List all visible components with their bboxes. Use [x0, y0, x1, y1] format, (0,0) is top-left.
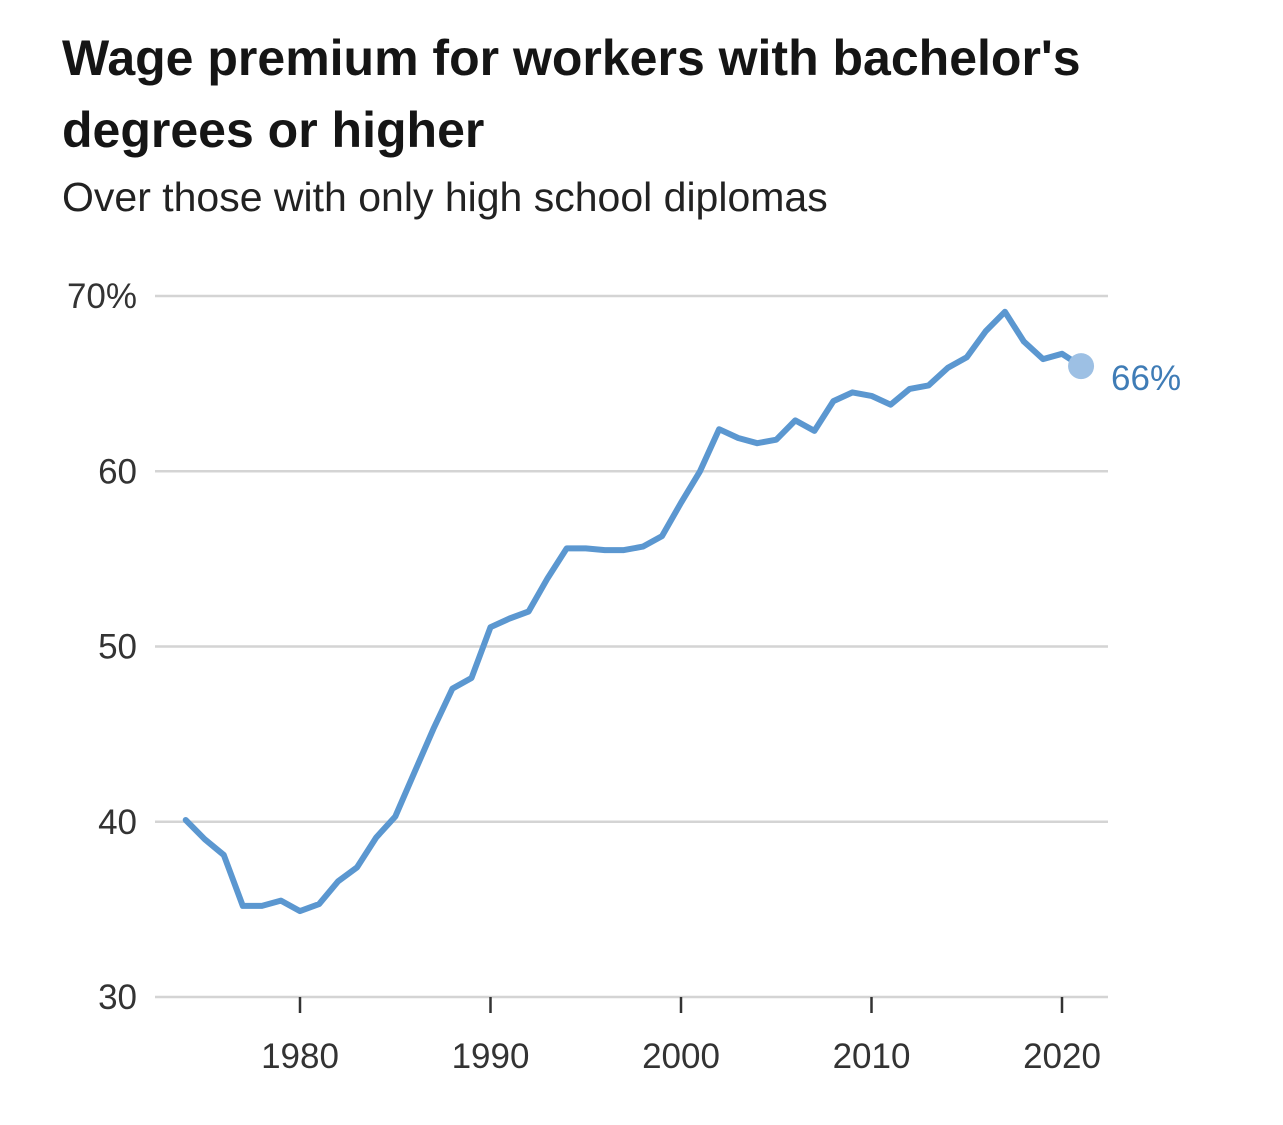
series-layer: 66% [182, 308, 1181, 915]
end-value-label: 66% [1111, 359, 1181, 398]
gridlines [155, 294, 1108, 999]
x-tick-label-1990: 1990 [452, 1037, 530, 1076]
end-point-marker [1068, 353, 1095, 380]
y-tick-label-70: 70% [67, 277, 137, 316]
chart-subtitle: Over those with only high school diploma… [62, 174, 828, 220]
x-tick-label-1980: 1980 [261, 1037, 339, 1076]
y-axis-ticks: 30 40 50 60 70% [67, 277, 137, 1017]
y-tick-label-60: 60 [98, 452, 137, 491]
x-tick-label-2000: 2000 [642, 1037, 720, 1076]
x-tick-label-2010: 2010 [833, 1037, 911, 1076]
x-tick-label-2020: 2020 [1023, 1037, 1101, 1076]
y-tick-label-40: 40 [98, 803, 137, 842]
y-tick-label-50: 50 [98, 628, 137, 667]
y-tick-label-30: 30 [98, 978, 137, 1017]
x-axis-ticks: 1980 1990 2000 2010 2020 [261, 997, 1101, 1076]
chart-title: Wage premium for workers with bachelor's… [62, 30, 1081, 158]
series-line-0 [182, 308, 1085, 915]
